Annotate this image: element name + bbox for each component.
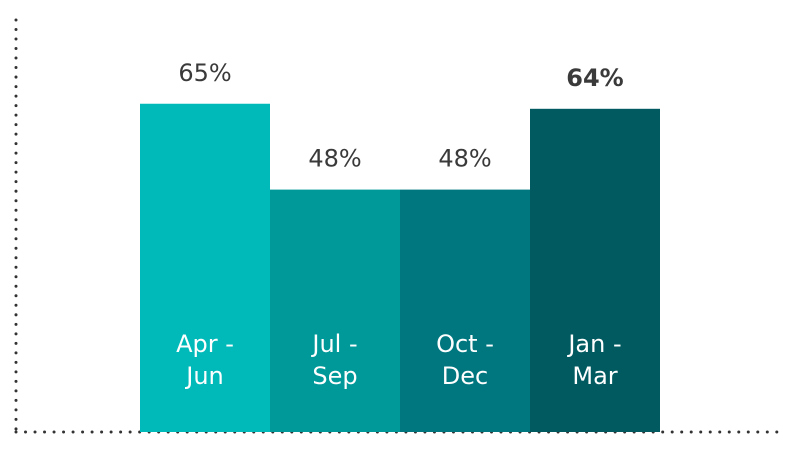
bar-3 (400, 189, 530, 432)
category-label-4: Jan -Mar (566, 330, 621, 390)
bars-group: 65% Apr -Jun 48% Jul -Sep 48% Oct -Dec 64% Jan … (140, 59, 660, 433)
value-label-3: 48% (438, 145, 491, 173)
value-label-1: 65% (178, 59, 231, 87)
category-label-3: Oct -Dec (436, 330, 494, 390)
category-label-1: Apr -Jun (176, 330, 234, 390)
value-label-2: 48% (308, 145, 361, 173)
category-label-2: Jul -Sep (310, 330, 357, 390)
bar-2 (270, 189, 400, 432)
bar-4 (530, 108, 660, 433)
value-label-4: 64% (566, 64, 623, 92)
bar-1 (140, 103, 270, 432)
